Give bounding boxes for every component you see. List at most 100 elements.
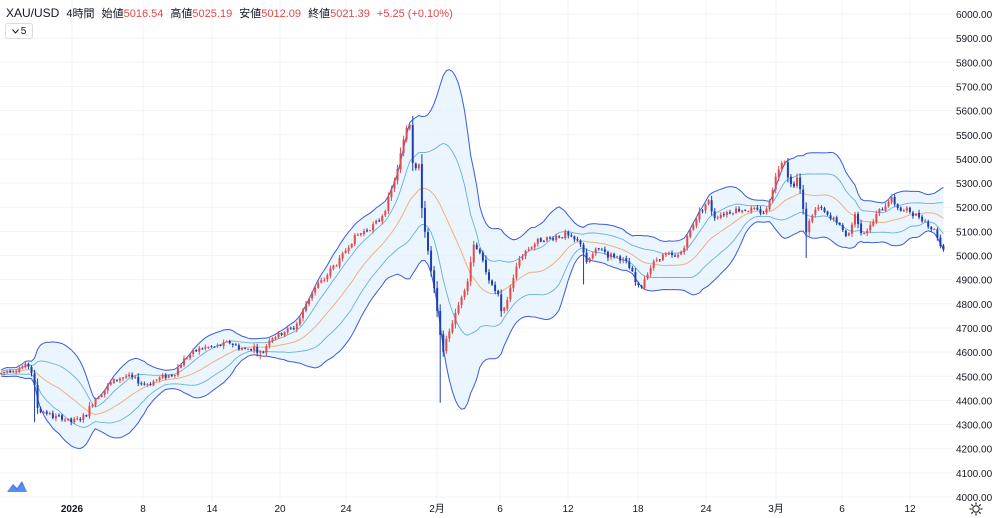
candle: [686, 234, 689, 251]
candle-body: [213, 346, 216, 348]
tradingview-logo-icon[interactable]: [6, 478, 28, 494]
candle: [195, 349, 198, 353]
candle: [445, 335, 448, 354]
candle-body: [76, 418, 79, 420]
candle-body: [725, 212, 728, 216]
candle: [515, 262, 518, 281]
candle: [265, 343, 268, 357]
candle: [680, 250, 683, 256]
candle-body: [905, 207, 908, 211]
candle-body: [847, 233, 850, 236]
symbol-name[interactable]: XAU/USD: [6, 6, 60, 20]
candle: [905, 206, 908, 213]
candle: [518, 255, 521, 269]
candle-body: [131, 374, 134, 378]
candle-body: [802, 189, 805, 210]
y-tick-label: 4300.00: [956, 421, 993, 432]
candle-body: [759, 209, 762, 214]
candle-body: [289, 327, 292, 329]
candle-body: [518, 259, 521, 267]
candle-body: [280, 333, 283, 335]
candle: [652, 259, 655, 271]
candle: [39, 406, 42, 414]
candle: [176, 363, 179, 377]
candle-body: [576, 239, 579, 241]
candle-body: [899, 207, 902, 211]
candle-body: [890, 197, 893, 203]
candle: [253, 343, 256, 354]
candle: [125, 373, 128, 380]
candle-body: [777, 169, 780, 178]
candle: [362, 228, 365, 237]
candle-body: [521, 256, 524, 260]
candle-body: [619, 256, 622, 261]
candle-body: [61, 415, 63, 420]
candle-body: [503, 307, 506, 311]
candle: [588, 256, 591, 264]
candle: [637, 281, 640, 288]
candle-body: [21, 366, 24, 369]
candle-body: [274, 337, 277, 339]
candle-body: [902, 210, 905, 212]
candle-body: [54, 415, 57, 419]
candle-body: [445, 338, 448, 352]
candle-body: [9, 370, 12, 373]
candle-body: [875, 213, 878, 223]
candle-body: [359, 233, 362, 236]
candle-body: [420, 163, 423, 209]
candle-body: [259, 351, 262, 353]
candle: [100, 393, 103, 398]
candle-body: [674, 255, 677, 257]
y-tick-label: 5000.00: [956, 252, 993, 263]
candle: [536, 237, 539, 247]
candle-body: [921, 216, 924, 222]
candle: [472, 240, 475, 267]
x-tick-label: 2026: [61, 504, 84, 515]
candle: [463, 288, 466, 300]
indicator-toggle-button[interactable]: 5: [5, 23, 33, 39]
candle-body: [439, 310, 442, 335]
candle: [143, 381, 146, 386]
candle: [359, 232, 362, 237]
candle: [335, 264, 338, 267]
candle: [216, 343, 219, 348]
candle-body: [33, 373, 36, 386]
candle: [780, 160, 783, 172]
candle-body: [158, 377, 161, 380]
price-axis[interactable]: 6000.00 5900.00 5800.00 5700.00 5600.00 5500.…: [956, 10, 993, 504]
y-tick-label: 4700.00: [956, 324, 993, 335]
candle-body: [369, 230, 372, 232]
candle: [27, 362, 30, 370]
candle: [170, 373, 173, 378]
candle-body: [433, 270, 436, 289]
candle: [777, 165, 780, 182]
candle: [353, 233, 356, 247]
high-label: 高値: [170, 8, 193, 20]
candle-body: [271, 338, 274, 342]
candle: [555, 233, 558, 243]
chevron-down-icon: [11, 28, 19, 34]
x-tick-label: 6: [497, 504, 503, 515]
time-axis[interactable]: 2026 8 14 20 24 2月 6 12 18 24 3月 6 12: [61, 503, 916, 515]
candle: [838, 222, 841, 226]
candle-body: [530, 247, 533, 249]
candle: [460, 295, 463, 309]
interval-label[interactable]: 4時間: [66, 8, 95, 20]
candle-body: [405, 128, 408, 140]
candle-body: [820, 207, 823, 209]
candle-body: [646, 274, 649, 279]
candle-body: [448, 331, 451, 339]
y-tick-label: 4100.00: [956, 469, 993, 480]
gear-icon[interactable]: [969, 502, 983, 516]
candle: [503, 306, 506, 314]
y-tick-label: 5500.00: [956, 131, 993, 142]
candle-body: [838, 222, 841, 225]
candle: [799, 173, 802, 194]
candle: [286, 326, 289, 335]
candle-body: [70, 418, 73, 423]
candle-body: [338, 258, 341, 267]
candle: [823, 206, 826, 213]
candle-body: [112, 379, 115, 383]
candle: [661, 253, 664, 262]
